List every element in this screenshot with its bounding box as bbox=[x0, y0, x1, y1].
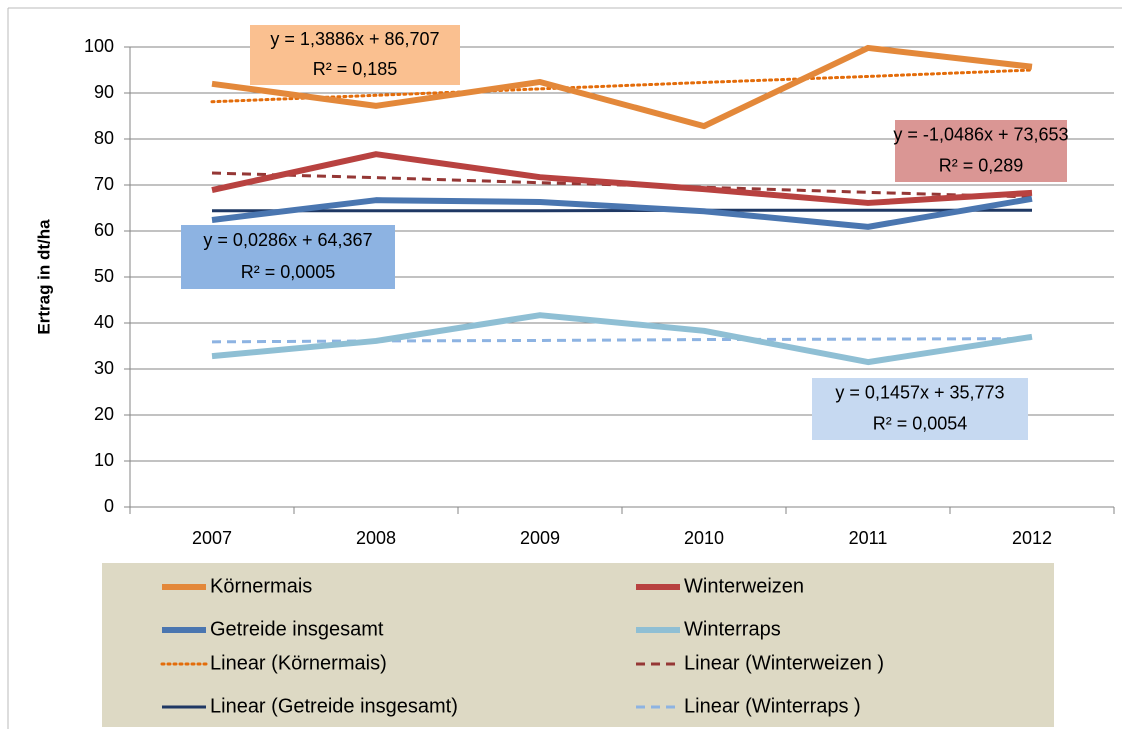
y-tick-label: 30 bbox=[94, 358, 114, 378]
legend-label: Körnermais bbox=[210, 575, 312, 597]
y-tick-label: 70 bbox=[94, 174, 114, 194]
series-line bbox=[211, 151, 1033, 206]
annotation-text: y = -1,0486x + 73,653 bbox=[893, 124, 1068, 144]
annotation-text: R² = 0,289 bbox=[939, 155, 1024, 175]
legend-label: Linear (Getreide insgesamt) bbox=[210, 695, 458, 717]
annotation-box bbox=[250, 25, 460, 85]
annotation-box bbox=[895, 120, 1067, 182]
legend-label: Linear (Körnermais) bbox=[210, 652, 387, 674]
annotation-text: y = 0,0286x + 64,367 bbox=[203, 230, 372, 250]
y-tick-label: 80 bbox=[94, 128, 114, 148]
annotation-text: R² = 0,0005 bbox=[241, 262, 336, 282]
series-line bbox=[211, 195, 1033, 230]
y-tick-label: 40 bbox=[94, 312, 114, 332]
annotation-text: y = 1,3886x + 86,707 bbox=[270, 29, 439, 49]
legend-label: Linear (Winterweizen ) bbox=[684, 652, 884, 674]
legend-label: Winterweizen bbox=[684, 575, 804, 597]
x-tick-label: 2011 bbox=[849, 528, 888, 548]
legend-label: Winterraps bbox=[684, 618, 781, 640]
x-tick-label: 2012 bbox=[1012, 528, 1052, 548]
y-tick-label: 50 bbox=[94, 266, 114, 286]
x-tick-label: 2009 bbox=[520, 528, 560, 548]
annotation-box bbox=[812, 378, 1028, 440]
series-line bbox=[211, 337, 1033, 344]
annotation-box bbox=[181, 225, 395, 289]
series-line bbox=[210, 68, 1034, 104]
y-tick-label: 20 bbox=[94, 404, 114, 424]
legend-label: Linear (Winterraps ) bbox=[684, 695, 861, 717]
annotation: y = 1,3886x + 86,707 R² = 0,185 bbox=[250, 25, 460, 85]
y-tick-label: 10 bbox=[94, 450, 114, 470]
series-line bbox=[211, 44, 1033, 130]
annotation-text: R² = 0,185 bbox=[313, 59, 398, 79]
y-tick-label: 0 bbox=[104, 496, 114, 516]
annotation: y = 0,0286x + 64,367 R² = 0,0005 bbox=[181, 225, 395, 289]
y-tick-label: 90 bbox=[94, 82, 114, 102]
annotation-text: R² = 0,0054 bbox=[873, 413, 968, 433]
y-tick-label: 60 bbox=[94, 220, 114, 240]
annotation: y = -1,0486x + 73,653 R² = 0,289 bbox=[893, 120, 1069, 182]
annotation-text: y = 0,1457x + 35,773 bbox=[835, 382, 1004, 402]
legend-box bbox=[102, 563, 1054, 727]
series-line bbox=[211, 312, 1033, 366]
y-axis-label: Ertrag in dt/ha bbox=[34, 219, 53, 335]
y-tick-label: 100 bbox=[84, 36, 114, 56]
x-tick-label: 2008 bbox=[356, 528, 396, 548]
annotation: y = 0,1457x + 35,773 R² = 0,0054 bbox=[812, 378, 1028, 440]
x-tick-label: 2010 bbox=[684, 528, 724, 548]
x-tick-label: 2007 bbox=[192, 528, 232, 548]
legend-label: Getreide insgesamt bbox=[210, 618, 384, 640]
